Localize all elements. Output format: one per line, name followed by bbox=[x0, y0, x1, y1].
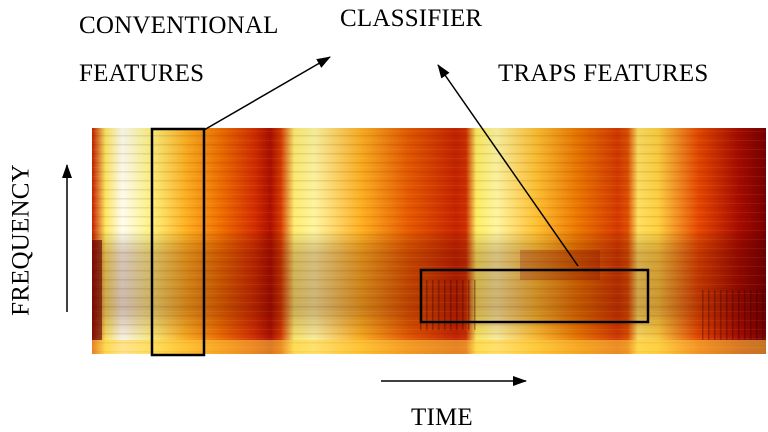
spectrogram-texture-3 bbox=[520, 250, 600, 280]
classifier-label: CLASSIFIER bbox=[340, 5, 483, 32]
time-axis-label: TIME bbox=[411, 404, 473, 431]
conventional-features-box bbox=[150, 127, 206, 357]
traps-features-box bbox=[419, 268, 650, 324]
traps-features-label: TRAPS FEATURES bbox=[498, 60, 709, 87]
traps-to-classifier-arrow bbox=[437, 64, 579, 267]
frequency-axis-label: FREQUENCY bbox=[7, 164, 35, 316]
spectrogram-texture-2 bbox=[700, 290, 766, 340]
spectrogram-left-dark-edge bbox=[92, 240, 102, 340]
conventional-label-line2: FEATURES bbox=[79, 60, 205, 87]
spectrogram-image bbox=[92, 128, 766, 354]
spectrogram-bottom-bright-band bbox=[92, 340, 766, 354]
conventional-label-line1: CONVENTIONAL bbox=[79, 12, 279, 39]
conventional-to-classifier-arrow bbox=[203, 56, 331, 131]
